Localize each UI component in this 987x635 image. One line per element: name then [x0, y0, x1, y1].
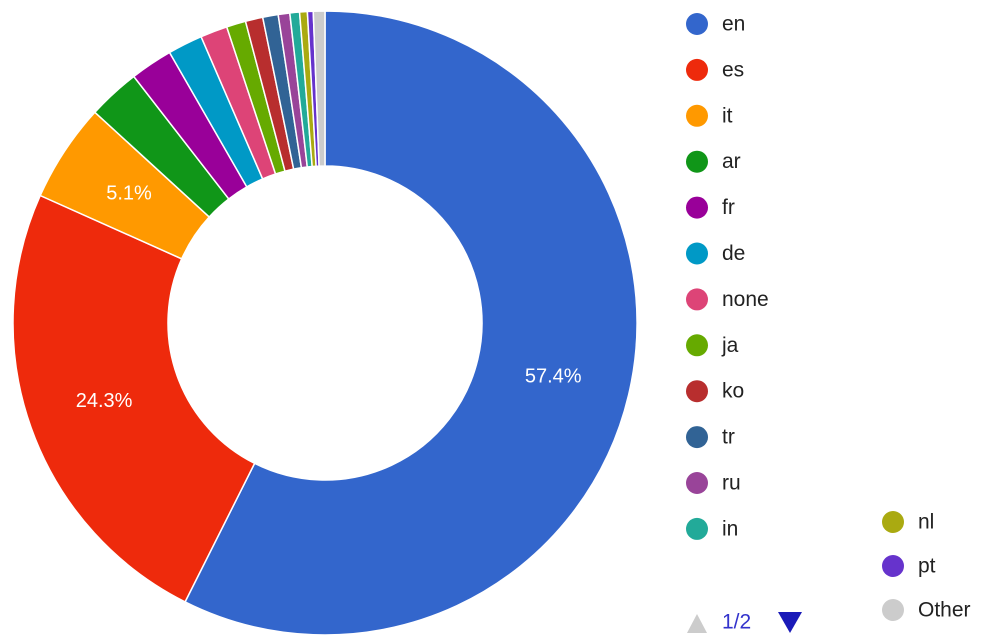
- legend-label: fr: [722, 196, 735, 219]
- legend-page: 1/2: [722, 611, 751, 634]
- page-prev-arrow[interactable]: [687, 614, 707, 633]
- legend-swatch: [686, 196, 708, 219]
- legend-swatch: [882, 599, 904, 621]
- slice-label: 57.4%: [525, 365, 582, 387]
- slice: [312, 10, 326, 167]
- legend-swatch: [686, 104, 708, 127]
- page-next-arrow[interactable]: [778, 612, 802, 633]
- legend-swatch: [686, 517, 708, 540]
- legend-label: in: [722, 517, 738, 540]
- legend-swatch: [686, 58, 708, 81]
- legend-label: en: [722, 13, 745, 36]
- legend-label: ko: [722, 380, 744, 403]
- legend-label: tr: [722, 426, 735, 449]
- legend-label: es: [722, 58, 744, 81]
- legend-swatch: [686, 426, 708, 449]
- legend-swatch: [686, 150, 708, 173]
- legend-label: pt: [918, 555, 936, 578]
- slice-label: 5.1%: [106, 183, 152, 205]
- legend-label: none: [722, 288, 769, 311]
- legend-swatch: [686, 380, 708, 403]
- legend-swatch: [882, 511, 904, 533]
- slice-label: 24.3%: [76, 390, 133, 412]
- legend-swatch: [686, 472, 708, 494]
- legend-swatch: [882, 555, 904, 577]
- slice: [12, 194, 256, 603]
- legend-label: de: [722, 242, 745, 265]
- legend-swatch: [686, 288, 708, 311]
- legend-label: Other: [918, 599, 971, 622]
- legend-label: ar: [722, 150, 741, 173]
- legend-label: ru: [722, 472, 741, 495]
- legend-label: nl: [918, 511, 934, 534]
- legend-swatch: [686, 334, 708, 357]
- legend-swatch: [686, 242, 708, 265]
- legend-swatch: [686, 13, 708, 35]
- legend-label: it: [722, 104, 733, 127]
- legend-label: ja: [721, 334, 739, 357]
